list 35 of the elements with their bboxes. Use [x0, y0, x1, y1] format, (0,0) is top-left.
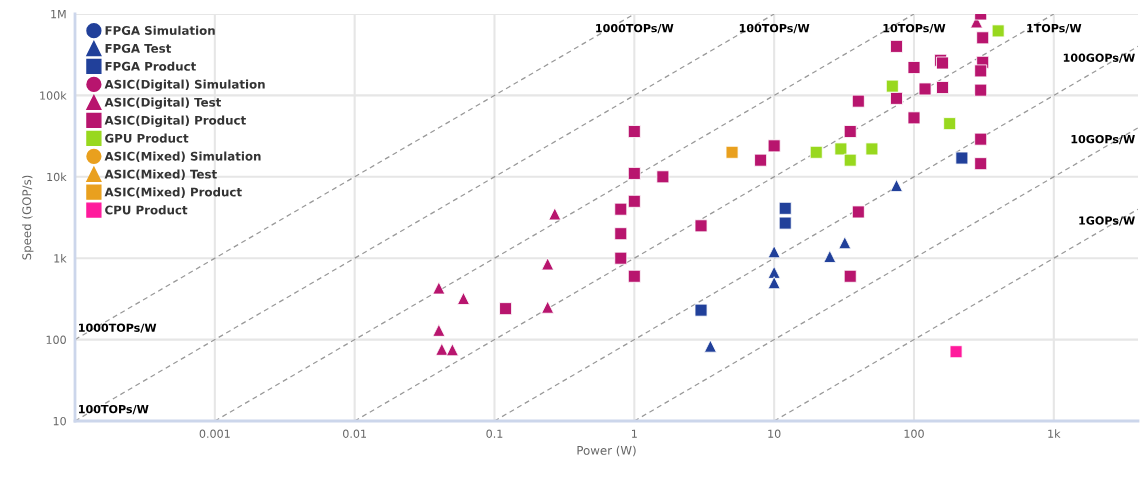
legend-label: ASIC(Digital) Test: [104, 97, 222, 110]
series-label: 1TOPs/W: [1027, 23, 1082, 34]
x-tick-label: 1: [632, 429, 637, 438]
annotation: 1000TOPs/W: [79, 323, 157, 333]
legend-label: GPU Product: [105, 133, 189, 143]
annotation: 100TOPs/W: [79, 404, 149, 415]
series-label: 100TOPs/W: [739, 23, 810, 34]
legend-label: ASIC(Mixed) Test: [104, 169, 217, 180]
legend-label: ASIC(Digital) Product: [104, 115, 246, 128]
y-tick-label: 10k: [47, 172, 67, 182]
x-tick-label: 0.01: [343, 429, 366, 438]
y-tick-label: 100k: [40, 91, 67, 100]
y-tick-label: 100: [46, 335, 66, 344]
x-tick-label: 100: [904, 429, 924, 438]
legend-label: ASIC(Mixed) Product: [104, 187, 242, 198]
y-tick-label: 10: [53, 416, 66, 426]
series-label: 100GOPs/W: [1063, 53, 1135, 63]
y-axis-title: Speed (GOP/s): [22, 175, 34, 260]
x-axis-title: Power (W): [577, 445, 636, 457]
x-tick-label: 0.001: [199, 429, 230, 438]
x-tick-label: 1k: [1048, 429, 1061, 438]
y-tick-label: 1M: [51, 10, 66, 19]
x-tick-label: 0.1: [486, 429, 503, 438]
y-tick-label: 1k: [54, 253, 67, 263]
legend-label: FPGA Test: [105, 43, 172, 53]
legend-label: ASIC(Mixed) Simulation: [104, 151, 261, 163]
x-tick-label: 10: [768, 429, 781, 438]
series-label: 10GOPs/W: [1071, 134, 1135, 145]
series-label: 10TOPs/W: [883, 23, 946, 34]
series-label: 1GOPs/W: [1079, 216, 1135, 226]
legend-label: CPU Product: [105, 205, 188, 215]
series-label: 1000TOPs/W: [596, 23, 674, 34]
legend-label: FPGA Simulation: [105, 25, 215, 35]
legend-label: ASIC(Digital) Simulation: [104, 79, 265, 92]
legend-label: FPGA Product: [105, 61, 196, 71]
